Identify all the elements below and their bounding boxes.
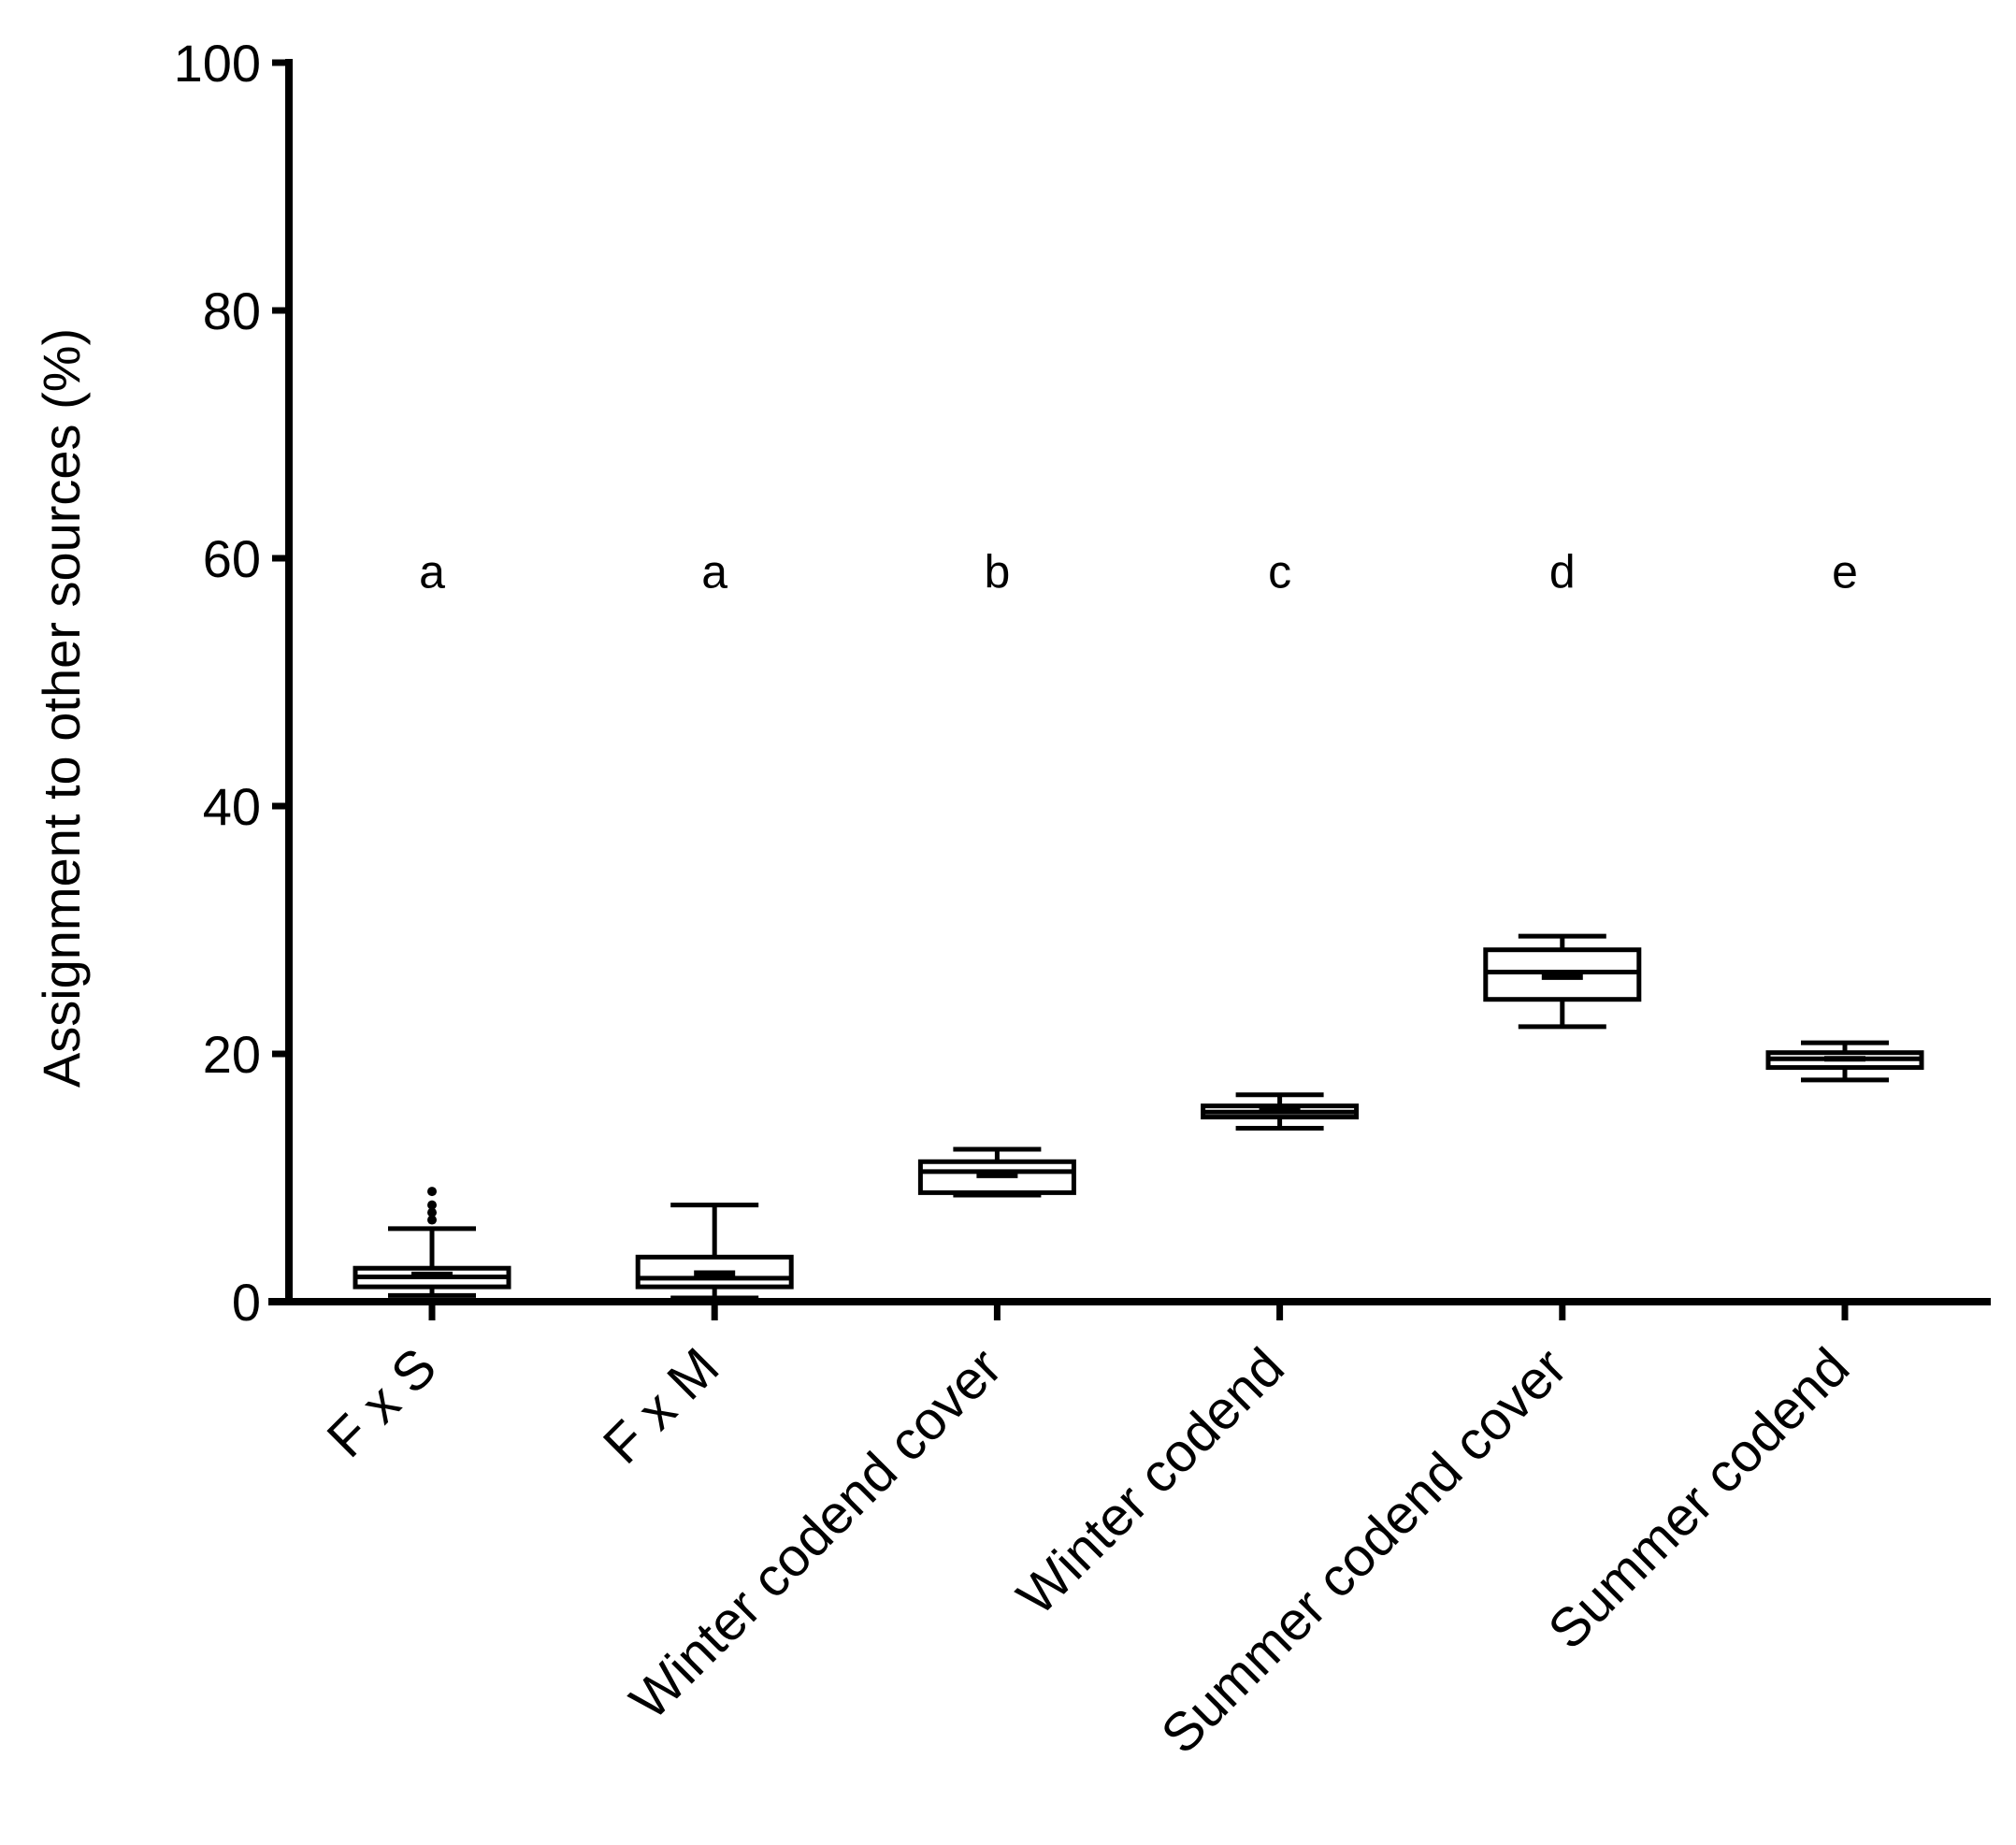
y-tick-label: 60 (203, 529, 261, 588)
y-axis-label: Assignment to other sources (%) (32, 328, 91, 1088)
y-tick-label: 100 (174, 34, 261, 93)
outlier-point (427, 1207, 437, 1218)
boxes-group (353, 933, 1924, 1301)
significance-letter: a (419, 545, 445, 598)
x-axis-ticks (428, 1302, 1849, 1320)
significance-letter: a (701, 545, 727, 598)
box-6 (1765, 1040, 1924, 1083)
box-2 (635, 1203, 794, 1301)
outlier-point (427, 1187, 437, 1197)
y-tick-label: 80 (203, 281, 261, 340)
y-tick-label: 0 (232, 1273, 261, 1332)
box-5 (1483, 933, 1642, 1030)
box-1 (353, 1187, 511, 1298)
y-tick-label: 20 (203, 1025, 261, 1084)
significance-letter: d (1549, 545, 1576, 598)
significance-letter: e (1832, 545, 1858, 598)
significance-letter: c (1268, 545, 1291, 598)
outlier-point (427, 1200, 437, 1210)
box-4 (1201, 1092, 1360, 1131)
box-3 (917, 1146, 1076, 1198)
significance-letter: b (984, 545, 1010, 598)
y-tick-label: 40 (203, 777, 261, 836)
y-axis-ticks: 0 20 40 60 80 100 (174, 34, 289, 1332)
outlier-point (427, 1215, 437, 1225)
